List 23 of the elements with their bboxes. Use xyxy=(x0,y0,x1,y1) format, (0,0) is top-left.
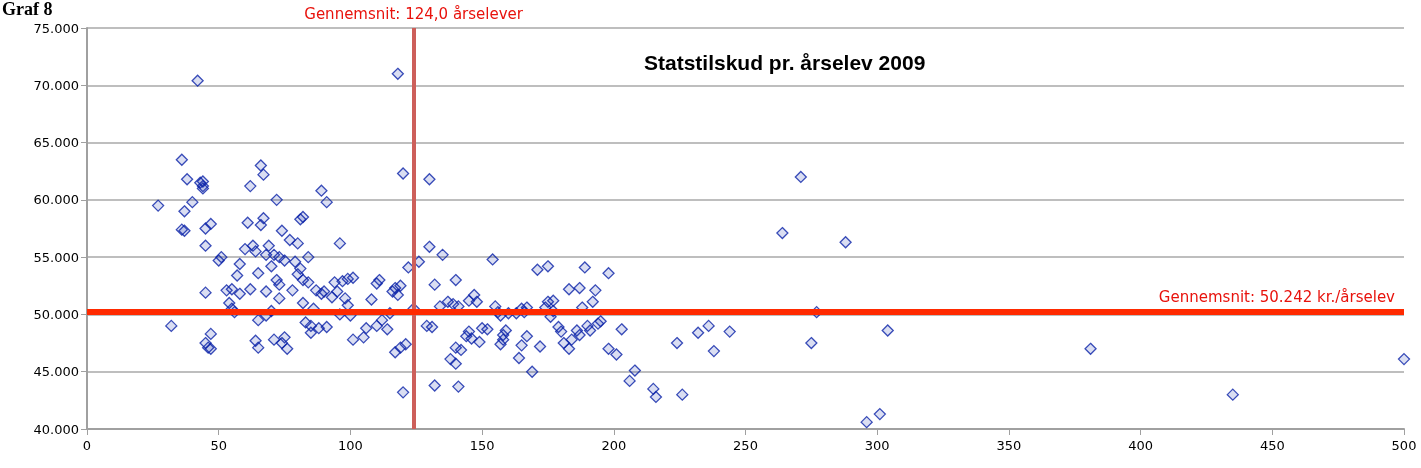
x-tick-label: 0 xyxy=(82,438,92,453)
x-tick-label: 350 xyxy=(996,438,1022,453)
x-tick-label: 250 xyxy=(733,438,758,453)
y-tick-label: 75.000 xyxy=(33,20,79,36)
y-tick-label: 40.000 xyxy=(33,421,79,437)
ref-line-label: Gennemsnit: 124,0 årselever xyxy=(304,4,524,23)
x-tick-label: 450 xyxy=(1259,438,1285,453)
x-tick-label: 200 xyxy=(601,438,627,453)
y-tick-label: 50.000 xyxy=(33,306,79,322)
text: Statstilskud pr. årselev 2009 xyxy=(644,51,926,74)
text: Graf 8 xyxy=(2,0,53,19)
y-tick-label: 60.000 xyxy=(33,192,79,208)
x-tick-label: 50 xyxy=(210,438,227,453)
x-tick-label: 500 xyxy=(1391,438,1417,453)
ref-line-label: Gennemsnit: 50.242 kr./årselev xyxy=(1158,288,1396,307)
y-tick-label: 45.000 xyxy=(33,364,79,380)
y-tick-label: 65.000 xyxy=(33,135,79,151)
x-tick-label: 400 xyxy=(1128,438,1154,453)
x-tick-label: 300 xyxy=(864,438,890,453)
x-tick-label: 150 xyxy=(469,438,495,453)
x-tick-label: 100 xyxy=(337,438,363,453)
y-tick-label: 70.000 xyxy=(33,77,79,93)
y-tick-label: 55.000 xyxy=(33,249,79,265)
